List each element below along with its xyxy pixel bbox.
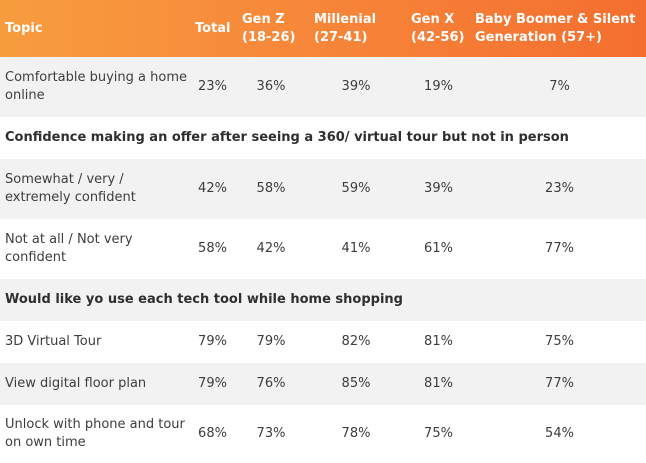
row-genx: 39% bbox=[424, 181, 453, 196]
row-topic: Somewhat / very / extremely confident bbox=[5, 172, 136, 205]
row-millenial: 39% bbox=[341, 79, 371, 94]
row-millenial: 78% bbox=[341, 426, 371, 441]
row-total: 23% bbox=[198, 79, 227, 94]
row-total: 58% bbox=[198, 241, 227, 256]
row-genz: 42% bbox=[256, 241, 286, 256]
table-row: 3D Virtual Tour 79% 79% 82% 81% 75% bbox=[0, 321, 646, 363]
row-millenial: 41% bbox=[341, 241, 371, 256]
table-row: Not at all / Not very confident 58% 42% … bbox=[0, 219, 646, 279]
section-title: Confidence making an offer after seeing … bbox=[5, 130, 569, 145]
header-total: Total bbox=[195, 20, 231, 36]
row-boomer: 77% bbox=[545, 376, 574, 391]
row-boomer: 75% bbox=[545, 334, 574, 349]
row-genz: 36% bbox=[256, 79, 286, 94]
row-boomer: 7% bbox=[549, 79, 570, 94]
row-total: 68% bbox=[198, 426, 227, 441]
row-boomer: 23% bbox=[545, 181, 574, 196]
table-row: Somewhat / very / extremely confident 42… bbox=[0, 159, 646, 219]
row-millenial: 59% bbox=[341, 181, 371, 196]
row-millenial: 85% bbox=[341, 376, 371, 391]
row-boomer: 77% bbox=[545, 241, 574, 256]
table-row: Comfortable buying a home online 23% 36%… bbox=[0, 57, 646, 117]
row-genx: 81% bbox=[424, 376, 453, 391]
header-genz: Gen Z (18-26) bbox=[242, 11, 296, 45]
section-row: Confidence making an offer after seeing … bbox=[0, 117, 646, 159]
row-genz: 76% bbox=[256, 376, 286, 391]
row-boomer: 54% bbox=[545, 426, 574, 441]
row-total: 42% bbox=[198, 181, 227, 196]
row-topic: Comfortable buying a home online bbox=[5, 70, 187, 103]
header-millenial: Millenial (27-41) bbox=[314, 11, 377, 45]
row-total: 79% bbox=[198, 376, 227, 391]
table-header: Topic Total Gen Z (18-26) Millenial (27-… bbox=[0, 0, 646, 57]
row-topic: View digital floor plan bbox=[5, 376, 147, 391]
header-topic: Topic bbox=[5, 20, 43, 36]
row-topic: 3D Virtual Tour bbox=[5, 334, 102, 349]
row-topic: Unlock with phone and tour on own time bbox=[5, 417, 185, 450]
header-genx: Gen X (42-56) bbox=[411, 11, 465, 45]
row-millenial: 82% bbox=[341, 334, 371, 349]
header-boomer: Baby Boomer & Silent Generation (57+) bbox=[475, 11, 636, 45]
row-topic: Not at all / Not very confident bbox=[5, 232, 133, 265]
row-genx: 75% bbox=[424, 426, 453, 441]
row-genx: 61% bbox=[424, 241, 453, 256]
section-title: Would like yo use each tech tool while h… bbox=[5, 292, 403, 307]
row-genz: 79% bbox=[256, 334, 286, 349]
row-total: 79% bbox=[198, 334, 227, 349]
table-row: View digital floor plan 79% 76% 85% 81% … bbox=[0, 363, 646, 405]
row-genz: 58% bbox=[256, 181, 286, 196]
row-genx: 81% bbox=[424, 334, 453, 349]
row-genx: 19% bbox=[424, 79, 453, 94]
table-row: Unlock with phone and tour on own time 6… bbox=[0, 405, 646, 463]
section-row: Would like yo use each tech tool while h… bbox=[0, 279, 646, 321]
row-genz: 73% bbox=[256, 426, 286, 441]
